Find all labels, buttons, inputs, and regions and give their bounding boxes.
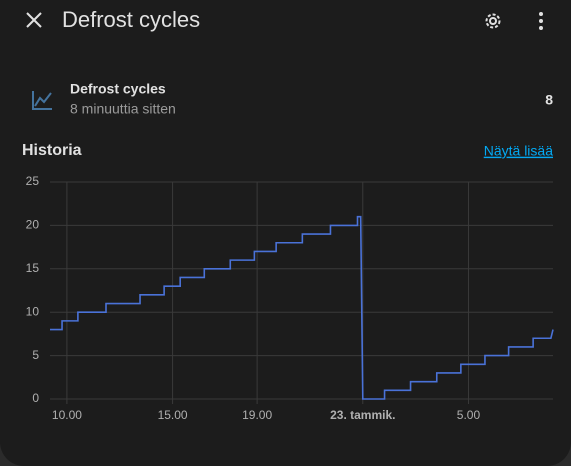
dialog-title: Defrost cycles: [62, 7, 200, 32]
entity-icon: [32, 91, 52, 110]
history-chart: 0 5 10 15 20 25 10.00 15.00 19.00 23. tammik. 5.00: [26, 174, 554, 422]
y-tick-label: 0: [32, 391, 39, 405]
series-line: [50, 215, 554, 400]
x-tick-label: 23. tammik.: [330, 408, 395, 422]
entity-name: Defrost cycles: [70, 81, 166, 97]
more-link[interactable]: Näytä lisää: [484, 143, 553, 159]
x-tick-label: 5.00: [457, 408, 481, 422]
y-tick-label: 5: [32, 348, 39, 362]
history-title: Historia: [22, 142, 82, 159]
entity-state: 8: [545, 92, 553, 108]
x-tick-label: 19.00: [242, 408, 272, 422]
last-changed: 8 minuuttia sitten: [70, 101, 176, 117]
y-tick-label: 20: [26, 218, 40, 232]
menu-button[interactable]: [539, 12, 543, 30]
y-tick-label: 10: [26, 304, 40, 318]
y-tick-label: 15: [26, 261, 40, 275]
y-tick-label: 25: [26, 174, 40, 188]
x-tick-label: 10.00: [52, 408, 82, 422]
close-button[interactable]: [26, 12, 42, 28]
settings-button[interactable]: [485, 13, 501, 29]
x-tick-label: 15.00: [158, 408, 188, 422]
